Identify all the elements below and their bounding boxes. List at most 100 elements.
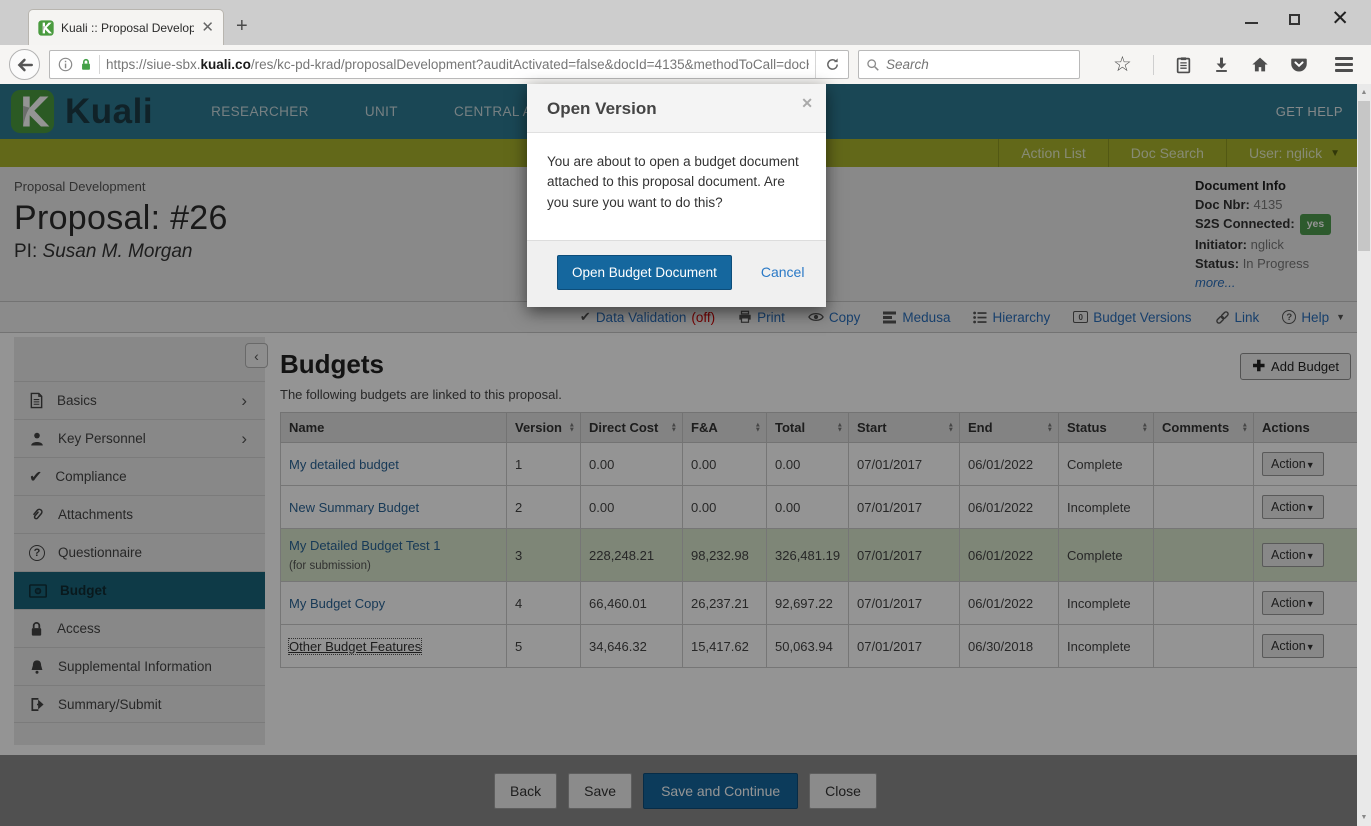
window-close-button[interactable]: ✕ — [1331, 7, 1349, 30]
page-toolbar: ✔ Data Validation (off) Print Copy Medus… — [0, 302, 1371, 333]
sort-icon[interactable]: ▲ ▼ — [836, 421, 843, 434]
sidebar-item-compliance[interactable]: ✔ Compliance — [14, 457, 265, 495]
close-button[interactable]: Close — [809, 772, 877, 809]
svg-text:0: 0 — [36, 588, 40, 595]
col-end[interactable]: End ▲ ▼ — [959, 412, 1059, 443]
open-budget-document-button[interactable]: Open Budget Document — [557, 254, 732, 290]
home-icon[interactable] — [1251, 56, 1269, 73]
sort-icon[interactable]: ▲ ▼ — [1046, 421, 1053, 434]
budget-link[interactable]: My detailed budget — [289, 456, 399, 472]
back-button[interactable] — [9, 49, 40, 80]
action-dropdown-button[interactable]: Action▼ — [1262, 495, 1324, 519]
chevron-right-icon: › — [241, 390, 247, 410]
col-fa[interactable]: F&A ▲ ▼ — [682, 412, 767, 443]
link-button[interactable]: Link — [1215, 310, 1259, 325]
reading-list-icon[interactable] — [1175, 56, 1192, 74]
nav-researcher[interactable]: RESEARCHER — [211, 104, 309, 119]
sidebar-item-questionnaire[interactable]: ? Questionnaire — [14, 533, 265, 571]
save-button[interactable]: Save — [568, 772, 633, 809]
action-dropdown-button[interactable]: Action▼ — [1262, 543, 1324, 567]
search-input[interactable] — [886, 57, 1072, 72]
hierarchy-icon — [973, 311, 987, 324]
back-button-footer[interactable]: Back — [494, 772, 558, 809]
sidebar-item-access[interactable]: Access — [14, 609, 265, 647]
window-maximize-button[interactable] — [1289, 13, 1301, 25]
sidebar-collapse-button[interactable]: ‹ — [245, 343, 268, 368]
check-icon: ✔ — [579, 309, 591, 324]
sidebar-item-basics[interactable]: Basics › — [14, 381, 265, 419]
data-validation-off-flag: (off) — [691, 309, 716, 325]
reload-button[interactable] — [815, 51, 848, 78]
sort-icon[interactable]: ▲ ▼ — [1141, 421, 1148, 434]
table-row: My detailed budget 1 0.00 0.00 0.00 07/0… — [280, 442, 1358, 486]
action-dropdown-button[interactable]: Action▼ — [1262, 591, 1324, 615]
budgets-section: Budgets ✚ Add Budget The following budget… — [280, 333, 1358, 668]
col-comments[interactable]: Comments ▲ ▼ — [1153, 412, 1254, 443]
menu-icon[interactable] — [1334, 57, 1353, 72]
close-icon[interactable]: ✕ — [801, 95, 813, 111]
sidebar-item-supplemental-information[interactable]: Supplemental Information — [14, 647, 265, 685]
copy-button[interactable]: Copy — [808, 310, 860, 325]
cancel-link[interactable]: Cancel — [760, 264, 805, 281]
nav-unit[interactable]: UNIT — [364, 104, 398, 119]
kuali-brand[interactable]: Kuali — [10, 89, 153, 134]
search-bar[interactable] — [858, 50, 1080, 79]
tab-close-icon[interactable]: ✕ — [201, 19, 214, 36]
medusa-button[interactable]: Medusa — [883, 310, 950, 325]
sort-icon[interactable]: ▲ ▼ — [568, 421, 575, 434]
table-row: New Summary Budget 2 0.00 0.00 0.00 07/0… — [280, 485, 1358, 529]
col-version[interactable]: Version ▲ ▼ — [506, 412, 581, 443]
sort-icon[interactable]: ▲ ▼ — [1241, 421, 1248, 434]
sort-icon[interactable]: ▲ ▼ — [754, 421, 761, 434]
budget-link[interactable]: My Budget Copy — [289, 595, 386, 611]
sort-icon[interactable]: ▲ ▼ — [947, 421, 954, 434]
save-and-continue-button[interactable]: Save and Continue — [643, 772, 799, 809]
back-arrow-icon — [17, 58, 33, 71]
page-info-icon[interactable] — [58, 57, 73, 72]
budgets-table: Name Version ▲ ▼ Direct Cost ▲ ▼ F&A ▲ ▼ Total… — [280, 412, 1358, 668]
pocket-icon[interactable] — [1290, 56, 1308, 73]
page-scrollbar[interactable]: ▲ ▼ — [1357, 84, 1371, 826]
url-bar[interactable]: https://siue-sbx.kuali.co/res/kc-pd-krad… — [49, 50, 849, 79]
col-status[interactable]: Status ▲ ▼ — [1058, 412, 1154, 443]
col-name[interactable]: Name — [280, 412, 507, 443]
data-validation-button[interactable]: ✔ Data Validation (off) — [579, 309, 716, 325]
chevron-down-icon: ▼ — [1305, 599, 1315, 609]
https-lock-icon[interactable] — [79, 57, 93, 72]
sort-icon[interactable]: ▲ ▼ — [670, 421, 677, 434]
help-menu[interactable]: ? Help ▼ — [1282, 310, 1345, 325]
add-budget-button[interactable]: ✚ Add Budget — [1240, 353, 1351, 380]
doc-search-link[interactable]: Doc Search — [1107, 139, 1226, 167]
scroll-down-arrow-icon[interactable]: ▼ — [1360, 814, 1368, 821]
more-link[interactable]: more... — [1195, 275, 1236, 290]
budget-link[interactable]: New Summary Budget — [289, 499, 420, 515]
action-dropdown-button[interactable]: Action▼ — [1262, 634, 1324, 658]
get-help-link[interactable]: GET HELP — [1275, 104, 1343, 119]
medusa-icon — [883, 311, 897, 324]
sidebar-item-attachments[interactable]: Attachments — [14, 495, 265, 533]
budget-link[interactable]: My Detailed Budget Test 1 — [289, 538, 441, 553]
sidebar-item-budget[interactable]: 0 Budget — [14, 571, 265, 609]
sidebar-item-key-personnel[interactable]: Key Personnel › — [14, 419, 265, 457]
scrollbar-thumb[interactable] — [1358, 101, 1370, 251]
browser-tab[interactable]: Kuali :: Proposal Developme ✕ — [28, 9, 224, 45]
action-list-link[interactable]: Action List — [998, 139, 1108, 167]
new-tab-button[interactable]: + — [236, 15, 248, 37]
window-minimize-button[interactable] — [1245, 15, 1259, 24]
download-icon[interactable] — [1213, 56, 1230, 73]
budget-link-focused[interactable]: Other Budget Features — [287, 637, 423, 655]
col-start[interactable]: Start ▲ ▼ — [848, 412, 960, 443]
chevron-down-icon: ▼ — [1305, 503, 1315, 513]
bookmark-star-icon[interactable]: ☆ — [1113, 53, 1132, 76]
url-text[interactable]: https://siue-sbx.kuali.co/res/kc-pd-krad… — [106, 57, 809, 72]
action-dropdown-button[interactable]: Action▼ — [1262, 452, 1324, 476]
col-direct-cost[interactable]: Direct Cost ▲ ▼ — [580, 412, 683, 443]
budget-versions-button[interactable]: 0 Budget Versions — [1073, 310, 1192, 325]
hierarchy-button[interactable]: Hierarchy — [973, 310, 1050, 325]
col-total[interactable]: Total ▲ ▼ — [766, 412, 849, 443]
s2s-status-badge: yes — [1299, 214, 1332, 235]
print-button[interactable]: Print — [738, 310, 785, 325]
scroll-up-arrow-icon[interactable]: ▲ — [1360, 89, 1368, 96]
sidebar-item-summary-submit[interactable]: Summary/Submit — [14, 685, 265, 723]
